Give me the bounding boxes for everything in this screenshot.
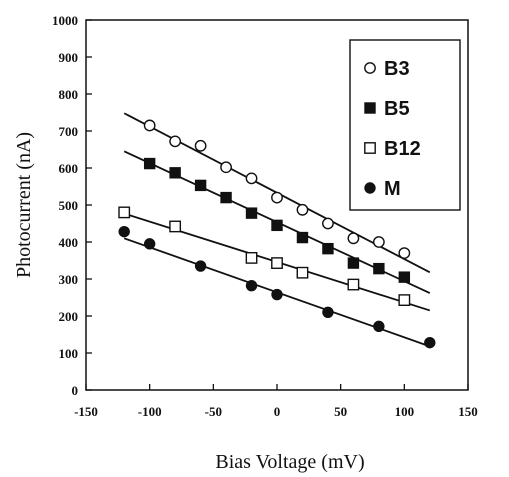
y-tick-label: 800: [59, 87, 79, 102]
point-m: [271, 288, 283, 301]
point-b5: [296, 231, 309, 244]
legend-label-m: M: [384, 178, 401, 200]
point-b5: [347, 257, 360, 269]
point-b3: [271, 191, 283, 204]
point-m: [118, 225, 130, 238]
point-b5: [169, 167, 181, 179]
point-b12: [347, 278, 360, 291]
point-b3: [322, 217, 334, 230]
y-tick-label: 0: [72, 383, 79, 398]
legend-marker-m: [364, 182, 376, 194]
point-b5: [271, 219, 283, 232]
point-b12: [271, 257, 283, 269]
point-b3: [296, 203, 309, 216]
point-b12: [398, 294, 411, 306]
point-b3: [245, 172, 258, 185]
legend-marker-b3: [364, 62, 376, 74]
axes: -150 -100 -50 0 50 100 150 0 100 200 300 400 500 600 7…: [52, 13, 478, 419]
y-tick-label: 900: [59, 50, 79, 65]
point-b3: [143, 119, 156, 132]
legend-marker-b12: [364, 142, 376, 154]
point-b5: [245, 207, 258, 219]
y-tick-label: 500: [59, 198, 79, 213]
x-axis-title: Bias Voltage (mV): [215, 451, 364, 473]
point-b12: [245, 252, 258, 264]
y-axis-title: Photocurrent (nA): [13, 132, 35, 278]
data-points: [118, 119, 436, 349]
point-b5: [143, 157, 156, 170]
point-m: [143, 238, 156, 250]
point-b3: [398, 247, 411, 260]
y-tick-label: 200: [59, 309, 79, 324]
x-tick-label: 50: [334, 404, 347, 419]
legend-marker-b5: [364, 102, 376, 114]
point-b12: [296, 266, 309, 279]
y-tick-label: 1000: [52, 13, 78, 28]
point-m: [245, 279, 258, 292]
point-b5: [398, 271, 411, 283]
point-b5: [220, 191, 232, 204]
legend-label-b12: B12: [384, 138, 421, 160]
y-tick-label: 600: [59, 161, 79, 176]
point-b12: [169, 220, 182, 233]
x-tick-label: 150: [458, 404, 478, 419]
point-b3: [194, 139, 207, 152]
point-b3: [169, 135, 182, 148]
y-tick-label: 300: [59, 272, 79, 287]
point-m: [194, 260, 207, 272]
legend-label-b5: B5: [384, 98, 410, 120]
point-m: [373, 320, 385, 333]
x-tick-label: 100: [395, 404, 415, 419]
point-m: [322, 306, 334, 318]
point-m: [424, 336, 436, 349]
point-b5: [373, 262, 385, 275]
point-b3: [347, 232, 360, 245]
x-tick-label: -100: [138, 404, 162, 419]
point-b3: [372, 236, 385, 248]
y-tick-label: 400: [59, 235, 79, 250]
y-tick-label: 700: [59, 124, 79, 139]
x-tick-label: -150: [74, 404, 98, 419]
legend: B3 B5 B12 M: [349, 39, 461, 211]
point-b3: [220, 161, 232, 174]
point-b12: [118, 206, 131, 219]
x-tick-label: -50: [205, 404, 222, 419]
point-b5: [322, 242, 334, 255]
legend-label-b3: B3: [384, 58, 410, 80]
x-tick-label: 0: [274, 404, 281, 419]
point-b5: [194, 179, 207, 192]
y-tick-label: 100: [59, 346, 79, 361]
